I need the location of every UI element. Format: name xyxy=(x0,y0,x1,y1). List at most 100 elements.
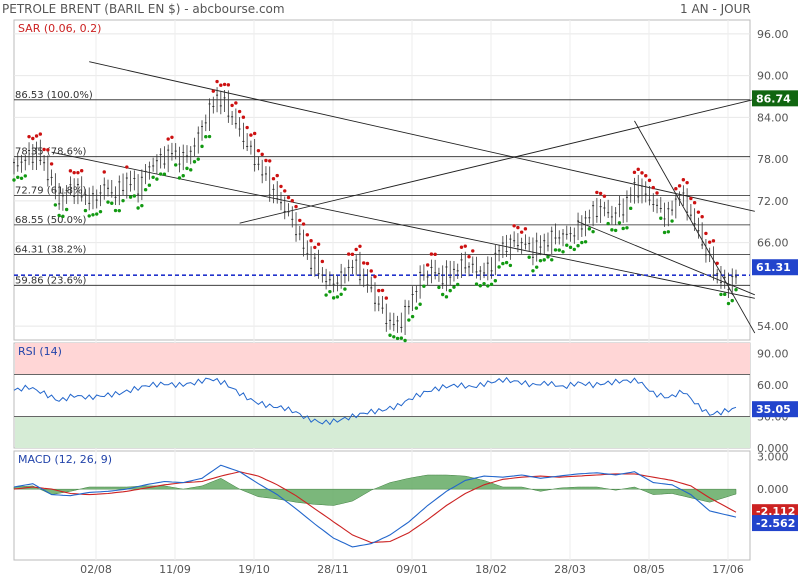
sar-dot xyxy=(365,261,370,266)
sar-dot xyxy=(644,174,648,178)
trend-line xyxy=(239,98,755,224)
sar-dot xyxy=(512,224,516,228)
x-tick-label: 02/08 xyxy=(80,563,112,576)
sar-dot xyxy=(666,230,671,234)
sar-dot xyxy=(76,170,80,175)
sar-dot xyxy=(448,288,452,293)
sar-dot xyxy=(143,187,148,192)
sar-dot xyxy=(215,79,219,84)
sar-dot xyxy=(659,216,663,220)
sar-dot xyxy=(350,252,355,257)
sar-dot xyxy=(298,218,302,223)
sar-dot xyxy=(625,226,629,230)
sar-dot xyxy=(546,255,550,259)
macd-y-tick-label: 3.000 xyxy=(757,450,789,463)
period-label[interactable]: 1 AN - JOUR xyxy=(680,2,751,16)
sar-dot xyxy=(268,159,272,163)
sar-dot xyxy=(377,288,381,293)
sar-dot xyxy=(79,169,84,173)
sar-dot xyxy=(110,201,114,205)
sar-dot xyxy=(87,214,91,218)
sar-dot xyxy=(264,158,268,163)
sar-dot xyxy=(252,131,257,136)
sar-dot xyxy=(602,194,607,198)
sar-dot xyxy=(527,255,531,259)
x-tick-label: 09/01 xyxy=(396,563,428,576)
sar-dot xyxy=(707,240,712,244)
sar-dot xyxy=(489,282,494,287)
sar-dot xyxy=(362,261,366,265)
sar-dot xyxy=(358,244,362,248)
trend-line xyxy=(89,61,755,212)
sar-dot xyxy=(16,175,20,179)
panel-frame-3 xyxy=(13,450,751,561)
sar-dot xyxy=(162,172,167,176)
sar-dot xyxy=(632,170,637,175)
macd-signal-badge: -2.112 xyxy=(756,505,795,518)
sar-dot xyxy=(380,288,385,293)
sar-dot xyxy=(621,226,625,231)
sar-dot xyxy=(704,231,708,236)
sar-dot xyxy=(696,210,701,214)
sar-dot xyxy=(249,133,253,137)
sar-dot xyxy=(399,336,404,340)
sar-dot xyxy=(565,243,569,247)
sar-dot xyxy=(286,195,291,200)
sar-dot xyxy=(237,109,242,114)
sar-dot xyxy=(550,258,554,262)
sar-dot xyxy=(403,338,407,343)
sar-dot xyxy=(102,170,106,174)
sar-dot xyxy=(557,248,561,252)
rsi-indicator-label: RSI (14) xyxy=(18,345,62,358)
sar-dot xyxy=(542,258,546,262)
sar-dot xyxy=(64,207,69,212)
sar-dot xyxy=(504,260,509,265)
sar-dot xyxy=(640,171,644,175)
sar-dot xyxy=(606,221,610,226)
price-y-tick-label: 54.00 xyxy=(757,320,789,333)
sar-dot xyxy=(418,302,422,306)
sar-dot xyxy=(204,135,208,139)
sar-dot xyxy=(689,196,693,201)
fib-level-label: 59.86 (23.6%) xyxy=(15,275,86,286)
rsi-last-badge-bg xyxy=(752,401,798,418)
sar-dot xyxy=(467,255,471,259)
sar-dot xyxy=(677,184,682,188)
sar-dot xyxy=(151,175,155,179)
sar-dot xyxy=(719,292,723,297)
x-tick-label: 17/06 xyxy=(712,563,744,576)
fib-level-label: 72.79 (61.8%) xyxy=(15,185,86,196)
sar-dot xyxy=(275,173,279,178)
sar-dot xyxy=(113,208,118,213)
sar-dot xyxy=(222,82,227,87)
sar-dot xyxy=(185,166,189,171)
sar-dot xyxy=(629,206,633,211)
sar-dot xyxy=(301,222,306,226)
sar-dot xyxy=(192,160,197,164)
sar-dot xyxy=(256,148,261,153)
sar-dot xyxy=(553,248,558,252)
sar-dot xyxy=(121,198,125,203)
sar-dot xyxy=(241,115,246,119)
sar-dot xyxy=(459,245,464,249)
sar-dot xyxy=(587,227,592,231)
sar-dot xyxy=(320,259,325,264)
sar-dot xyxy=(140,203,144,208)
sar-dot xyxy=(136,206,140,210)
sar-dot xyxy=(501,261,505,266)
sar-dot xyxy=(568,245,573,250)
sar-dot xyxy=(196,157,200,161)
sar-dot xyxy=(166,137,170,141)
price-y-tick-label: 84.00 xyxy=(757,111,789,124)
price-y-tick-label: 96.00 xyxy=(757,28,789,41)
sar-dot xyxy=(471,249,475,253)
price-y-tick-label: 90.00 xyxy=(757,70,789,83)
sar-dot xyxy=(305,233,310,237)
sar-dot xyxy=(598,191,603,196)
sar-dot xyxy=(147,183,152,187)
marker-value-badge: 86.74 xyxy=(756,92,791,105)
sar-dot xyxy=(68,169,73,173)
sar-dot xyxy=(19,176,24,180)
sar-dot xyxy=(158,172,163,176)
sar-dot xyxy=(219,83,223,87)
